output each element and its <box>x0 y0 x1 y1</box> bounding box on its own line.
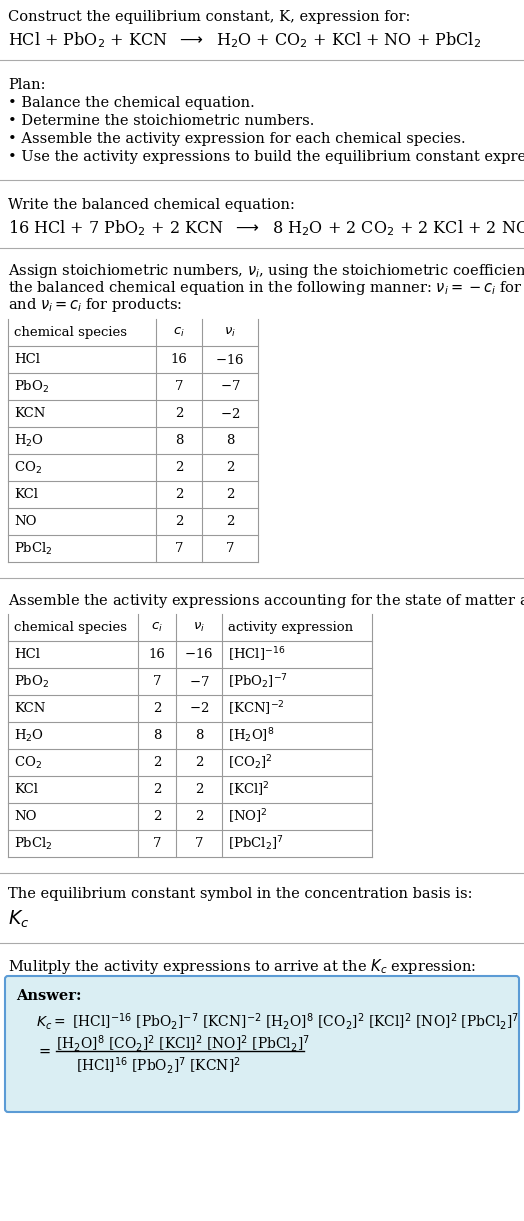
Text: 16: 16 <box>171 353 188 366</box>
Text: $-$2: $-$2 <box>189 702 209 716</box>
Text: 8: 8 <box>226 433 234 447</box>
Text: PbCl$_2$: PbCl$_2$ <box>14 541 53 557</box>
Text: PbO$_2$: PbO$_2$ <box>14 379 49 394</box>
Text: chemical species: chemical species <box>14 621 127 634</box>
Text: • Assemble the activity expression for each chemical species.: • Assemble the activity expression for e… <box>8 132 466 147</box>
Text: 2: 2 <box>175 515 183 527</box>
Text: activity expression: activity expression <box>228 621 353 634</box>
Text: [HCl]$^{-16}$: [HCl]$^{-16}$ <box>228 646 285 664</box>
Text: • Balance the chemical equation.: • Balance the chemical equation. <box>8 96 255 110</box>
Text: 7: 7 <box>174 380 183 393</box>
Text: $K_c$: $K_c$ <box>8 908 29 930</box>
Text: KCl: KCl <box>14 783 38 796</box>
Text: 2: 2 <box>195 756 203 769</box>
Text: 7: 7 <box>153 838 161 850</box>
Text: KCN: KCN <box>14 407 46 420</box>
Text: $-$7: $-$7 <box>220 380 241 393</box>
Text: KCl: KCl <box>14 488 38 501</box>
Text: $c_i$: $c_i$ <box>151 621 163 634</box>
Text: PbO$_2$: PbO$_2$ <box>14 674 49 690</box>
Text: [HCl]$^{16}$ [PbO$_2$]$^{7}$ [KCN]$^{2}$: [HCl]$^{16}$ [PbO$_2$]$^{7}$ [KCN]$^{2}$ <box>76 1055 241 1076</box>
Text: 8: 8 <box>195 729 203 742</box>
Text: [NO]$^{2}$: [NO]$^{2}$ <box>228 807 268 825</box>
Text: 2: 2 <box>226 515 234 527</box>
Text: 2: 2 <box>175 462 183 474</box>
Text: [H$_2$O]$^{8}$: [H$_2$O]$^{8}$ <box>228 726 275 745</box>
Text: The equilibrium constant symbol in the concentration basis is:: The equilibrium constant symbol in the c… <box>8 886 473 901</box>
Text: Write the balanced chemical equation:: Write the balanced chemical equation: <box>8 198 295 212</box>
Text: 2: 2 <box>153 810 161 823</box>
Text: CO$_2$: CO$_2$ <box>14 755 42 770</box>
Text: CO$_2$: CO$_2$ <box>14 459 42 475</box>
Text: $K_c = $ [HCl]$^{-16}$ [PbO$_2$]$^{-7}$ [KCN]$^{-2}$ [H$_2$O]$^{8}$ [CO$_2$]$^{2: $K_c = $ [HCl]$^{-16}$ [PbO$_2$]$^{-7}$ … <box>36 1011 519 1032</box>
Text: 2: 2 <box>195 783 203 796</box>
Text: Mulitply the activity expressions to arrive at the $K_c$ expression:: Mulitply the activity expressions to arr… <box>8 957 476 976</box>
Text: $c_i$: $c_i$ <box>173 326 185 339</box>
Text: 7: 7 <box>153 675 161 687</box>
Text: and $\nu_i = c_i$ for products:: and $\nu_i = c_i$ for products: <box>8 295 182 314</box>
Text: 2: 2 <box>175 407 183 420</box>
Text: • Determine the stoichiometric numbers.: • Determine the stoichiometric numbers. <box>8 114 314 128</box>
Text: Assign stoichiometric numbers, $\nu_i$, using the stoichiometric coefficients, $: Assign stoichiometric numbers, $\nu_i$, … <box>8 263 524 280</box>
Text: $\nu_i$: $\nu_i$ <box>193 621 205 634</box>
Text: NO: NO <box>14 515 37 527</box>
Text: Assemble the activity expressions accounting for the state of matter and $\nu_i$: Assemble the activity expressions accoun… <box>8 592 524 610</box>
Text: • Use the activity expressions to build the equilibrium constant expression.: • Use the activity expressions to build … <box>8 150 524 164</box>
Text: [CO$_2$]$^{2}$: [CO$_2$]$^{2}$ <box>228 753 272 772</box>
Text: 8: 8 <box>175 433 183 447</box>
Bar <box>8 614 372 857</box>
Text: 2: 2 <box>175 488 183 501</box>
Text: HCl + PbO$_2$ + KCN  $\longrightarrow$  H$_2$O + CO$_2$ + KCl + NO + PbCl$_2$: HCl + PbO$_2$ + KCN $\longrightarrow$ H$… <box>8 31 481 50</box>
Text: 2: 2 <box>153 783 161 796</box>
Text: H$_2$O: H$_2$O <box>14 728 44 744</box>
Text: HCl: HCl <box>14 353 40 366</box>
Text: [H$_2$O]$^{8}$ [CO$_2$]$^{2}$ [KCl]$^{2}$ [NO]$^{2}$ [PbCl$_2$]$^{7}$: [H$_2$O]$^{8}$ [CO$_2$]$^{2}$ [KCl]$^{2}… <box>56 1033 310 1054</box>
Text: $\nu_i$: $\nu_i$ <box>224 326 236 339</box>
Text: NO: NO <box>14 810 37 823</box>
Text: Construct the equilibrium constant, K, expression for:: Construct the equilibrium constant, K, e… <box>8 10 410 24</box>
Text: 8: 8 <box>153 729 161 742</box>
Text: [PbCl$_2$]$^{7}$: [PbCl$_2$]$^{7}$ <box>228 834 283 852</box>
Text: 2: 2 <box>195 810 203 823</box>
Text: 2: 2 <box>153 702 161 716</box>
Text: 7: 7 <box>174 542 183 556</box>
Text: [PbO$_2$]$^{-7}$: [PbO$_2$]$^{-7}$ <box>228 672 288 691</box>
Text: the balanced chemical equation in the following manner: $\nu_i = -c_i$ for react: the balanced chemical equation in the fo… <box>8 280 524 297</box>
Text: $=$: $=$ <box>36 1044 51 1059</box>
Text: 2: 2 <box>153 756 161 769</box>
Bar <box>8 319 258 562</box>
Text: 7: 7 <box>226 542 234 556</box>
FancyBboxPatch shape <box>5 976 519 1112</box>
Text: Plan:: Plan: <box>8 78 46 92</box>
Text: [KCN]$^{-2}$: [KCN]$^{-2}$ <box>228 700 285 718</box>
Text: $-$16: $-$16 <box>184 647 214 662</box>
Text: chemical species: chemical species <box>14 326 127 339</box>
Text: 7: 7 <box>195 838 203 850</box>
Text: [KCl]$^{2}$: [KCl]$^{2}$ <box>228 780 270 799</box>
Text: KCN: KCN <box>14 702 46 716</box>
Text: HCl: HCl <box>14 648 40 661</box>
Text: $-$7: $-$7 <box>189 674 209 689</box>
Text: $-$2: $-$2 <box>220 407 240 420</box>
Text: 16 HCl + 7 PbO$_2$ + 2 KCN  $\longrightarrow$  8 H$_2$O + 2 CO$_2$ + 2 KCl + 2 N: 16 HCl + 7 PbO$_2$ + 2 KCN $\longrightar… <box>8 219 524 238</box>
Text: 16: 16 <box>149 648 166 661</box>
Text: 2: 2 <box>226 462 234 474</box>
Text: $-$16: $-$16 <box>215 353 245 366</box>
Text: PbCl$_2$: PbCl$_2$ <box>14 835 53 851</box>
Text: 2: 2 <box>226 488 234 501</box>
Text: Answer:: Answer: <box>16 989 82 1002</box>
Text: H$_2$O: H$_2$O <box>14 432 44 448</box>
